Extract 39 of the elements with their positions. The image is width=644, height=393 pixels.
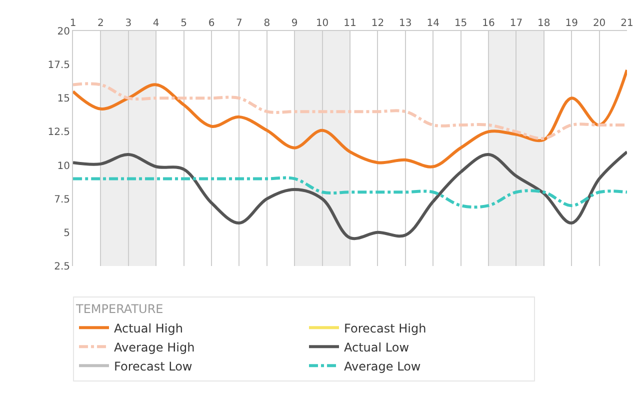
x-tick-label: 5 [180,18,187,29]
x-tick-label: 7 [236,18,242,29]
line-series [73,82,627,140]
x-tick-label: 13 [399,18,412,29]
x-tick-label: 18 [538,18,550,29]
x-tick-label: 20 [592,18,606,29]
x-tick-label: 15 [454,18,468,29]
legend-label: Average Low [344,359,421,374]
y-tick-label: 15 [57,94,70,105]
line-series [73,150,627,240]
y-tick-label: 20 [57,26,70,38]
line-series [73,68,627,168]
x-tick-label: 10 [316,18,329,29]
x-tick-label: 3 [125,18,132,29]
x-tick-label: 21 [620,18,634,29]
x-tick-label: 11 [344,18,356,29]
x-tick-label: 4 [152,18,160,29]
legend-label: Actual High [114,321,183,336]
x-tick-label: 19 [565,18,578,29]
y-tick-label: 2.5 [54,262,70,272]
x-tick-label: 9 [291,18,298,29]
y-tick-label: 5 [64,228,70,239]
x-tick-label: 1 [70,18,76,29]
x-tick-label: 16 [482,18,495,29]
x-tick-label: 14 [426,18,440,29]
x-tick-label: 17 [510,18,523,29]
legend-title: TEMPERATURE [75,302,164,316]
legend-label: Average High [114,340,195,354]
y-tick-label: 12.5 [48,127,70,138]
legend-label: Actual Low [344,340,410,354]
legend-label: Forecast High [344,321,426,336]
x-tick-label: 12 [371,18,384,29]
x-tick-label: 8 [264,18,270,29]
x-tick-label: 2 [98,18,104,29]
y-tick-label: 17.5 [48,60,70,72]
legend-label: Forecast Low [114,359,192,374]
y-tick-label: 7.5 [54,194,70,206]
x-tick-label: 6 [208,18,215,29]
y-tick-label: 10 [57,160,70,172]
